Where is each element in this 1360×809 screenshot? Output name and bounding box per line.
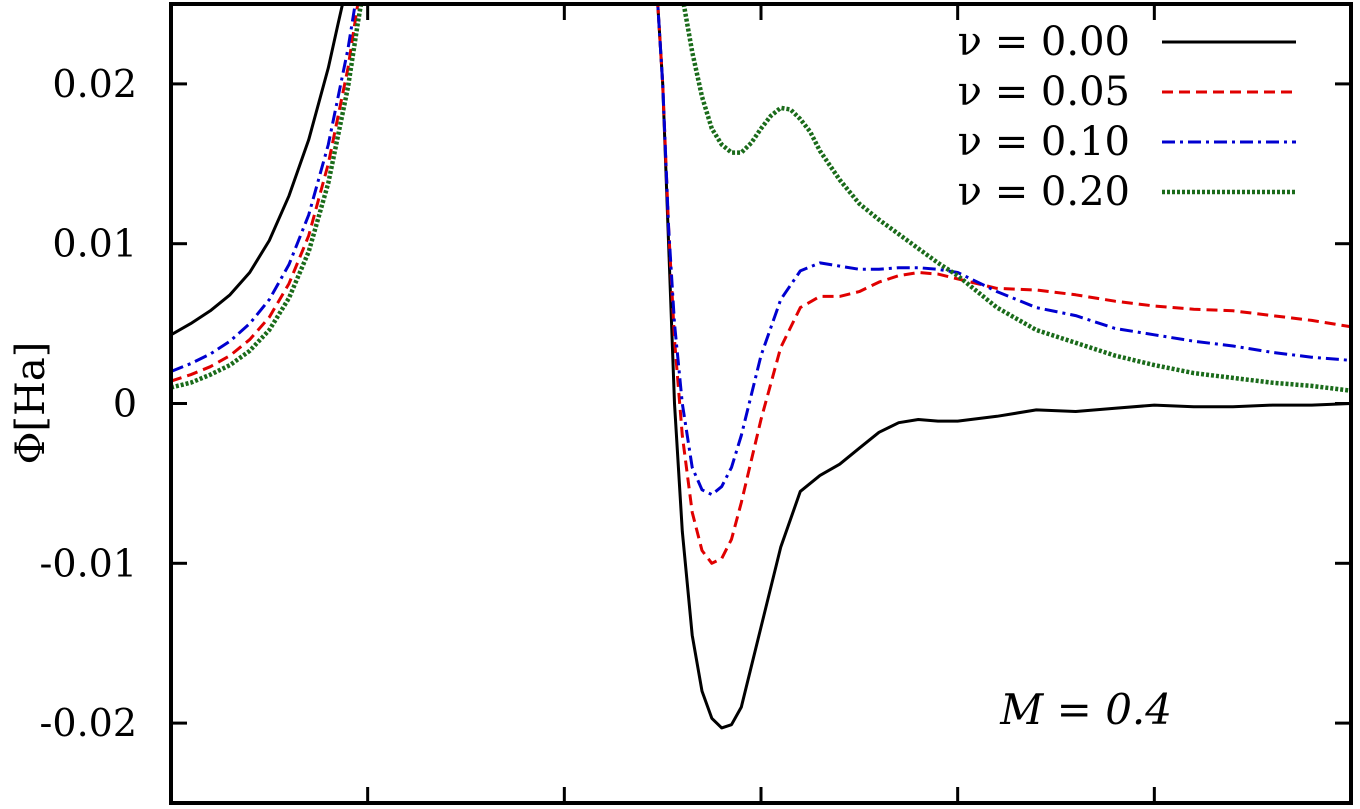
series-line-1	[171, 4, 1351, 565]
series-line-2	[171, 4, 1351, 497]
legend-label-2: ν = 0.10	[958, 119, 1130, 165]
series-line-3	[171, 4, 1351, 393]
ticks-layer	[171, 4, 1351, 803]
legend-label-1: ν = 0.05	[958, 69, 1130, 115]
legend-label-3: ν = 0.20	[958, 169, 1130, 215]
series-layer	[171, 4, 1351, 730]
y-tick-label-4: 0.02	[52, 62, 137, 106]
y-tick-label-0: -0.02	[40, 701, 137, 745]
y-tick-label-2: 0	[113, 382, 137, 426]
y-tick-label-1: -0.01	[40, 541, 137, 585]
y-axis-label: Φ[Ha]	[8, 342, 54, 465]
legend-label-0: ν = 0.00	[958, 19, 1130, 65]
legend: ν = 0.00ν = 0.05ν = 0.10ν = 0.20	[958, 19, 1296, 215]
plot-frame	[169, 2, 1353, 805]
y-tick-labels: -0.02 -0.01 0 0.01 0.02	[40, 62, 137, 745]
annotation-label: M = 0.4	[999, 685, 1172, 734]
series-line-0	[171, 4, 1351, 730]
y-tick-label-3: 0.01	[52, 222, 137, 266]
